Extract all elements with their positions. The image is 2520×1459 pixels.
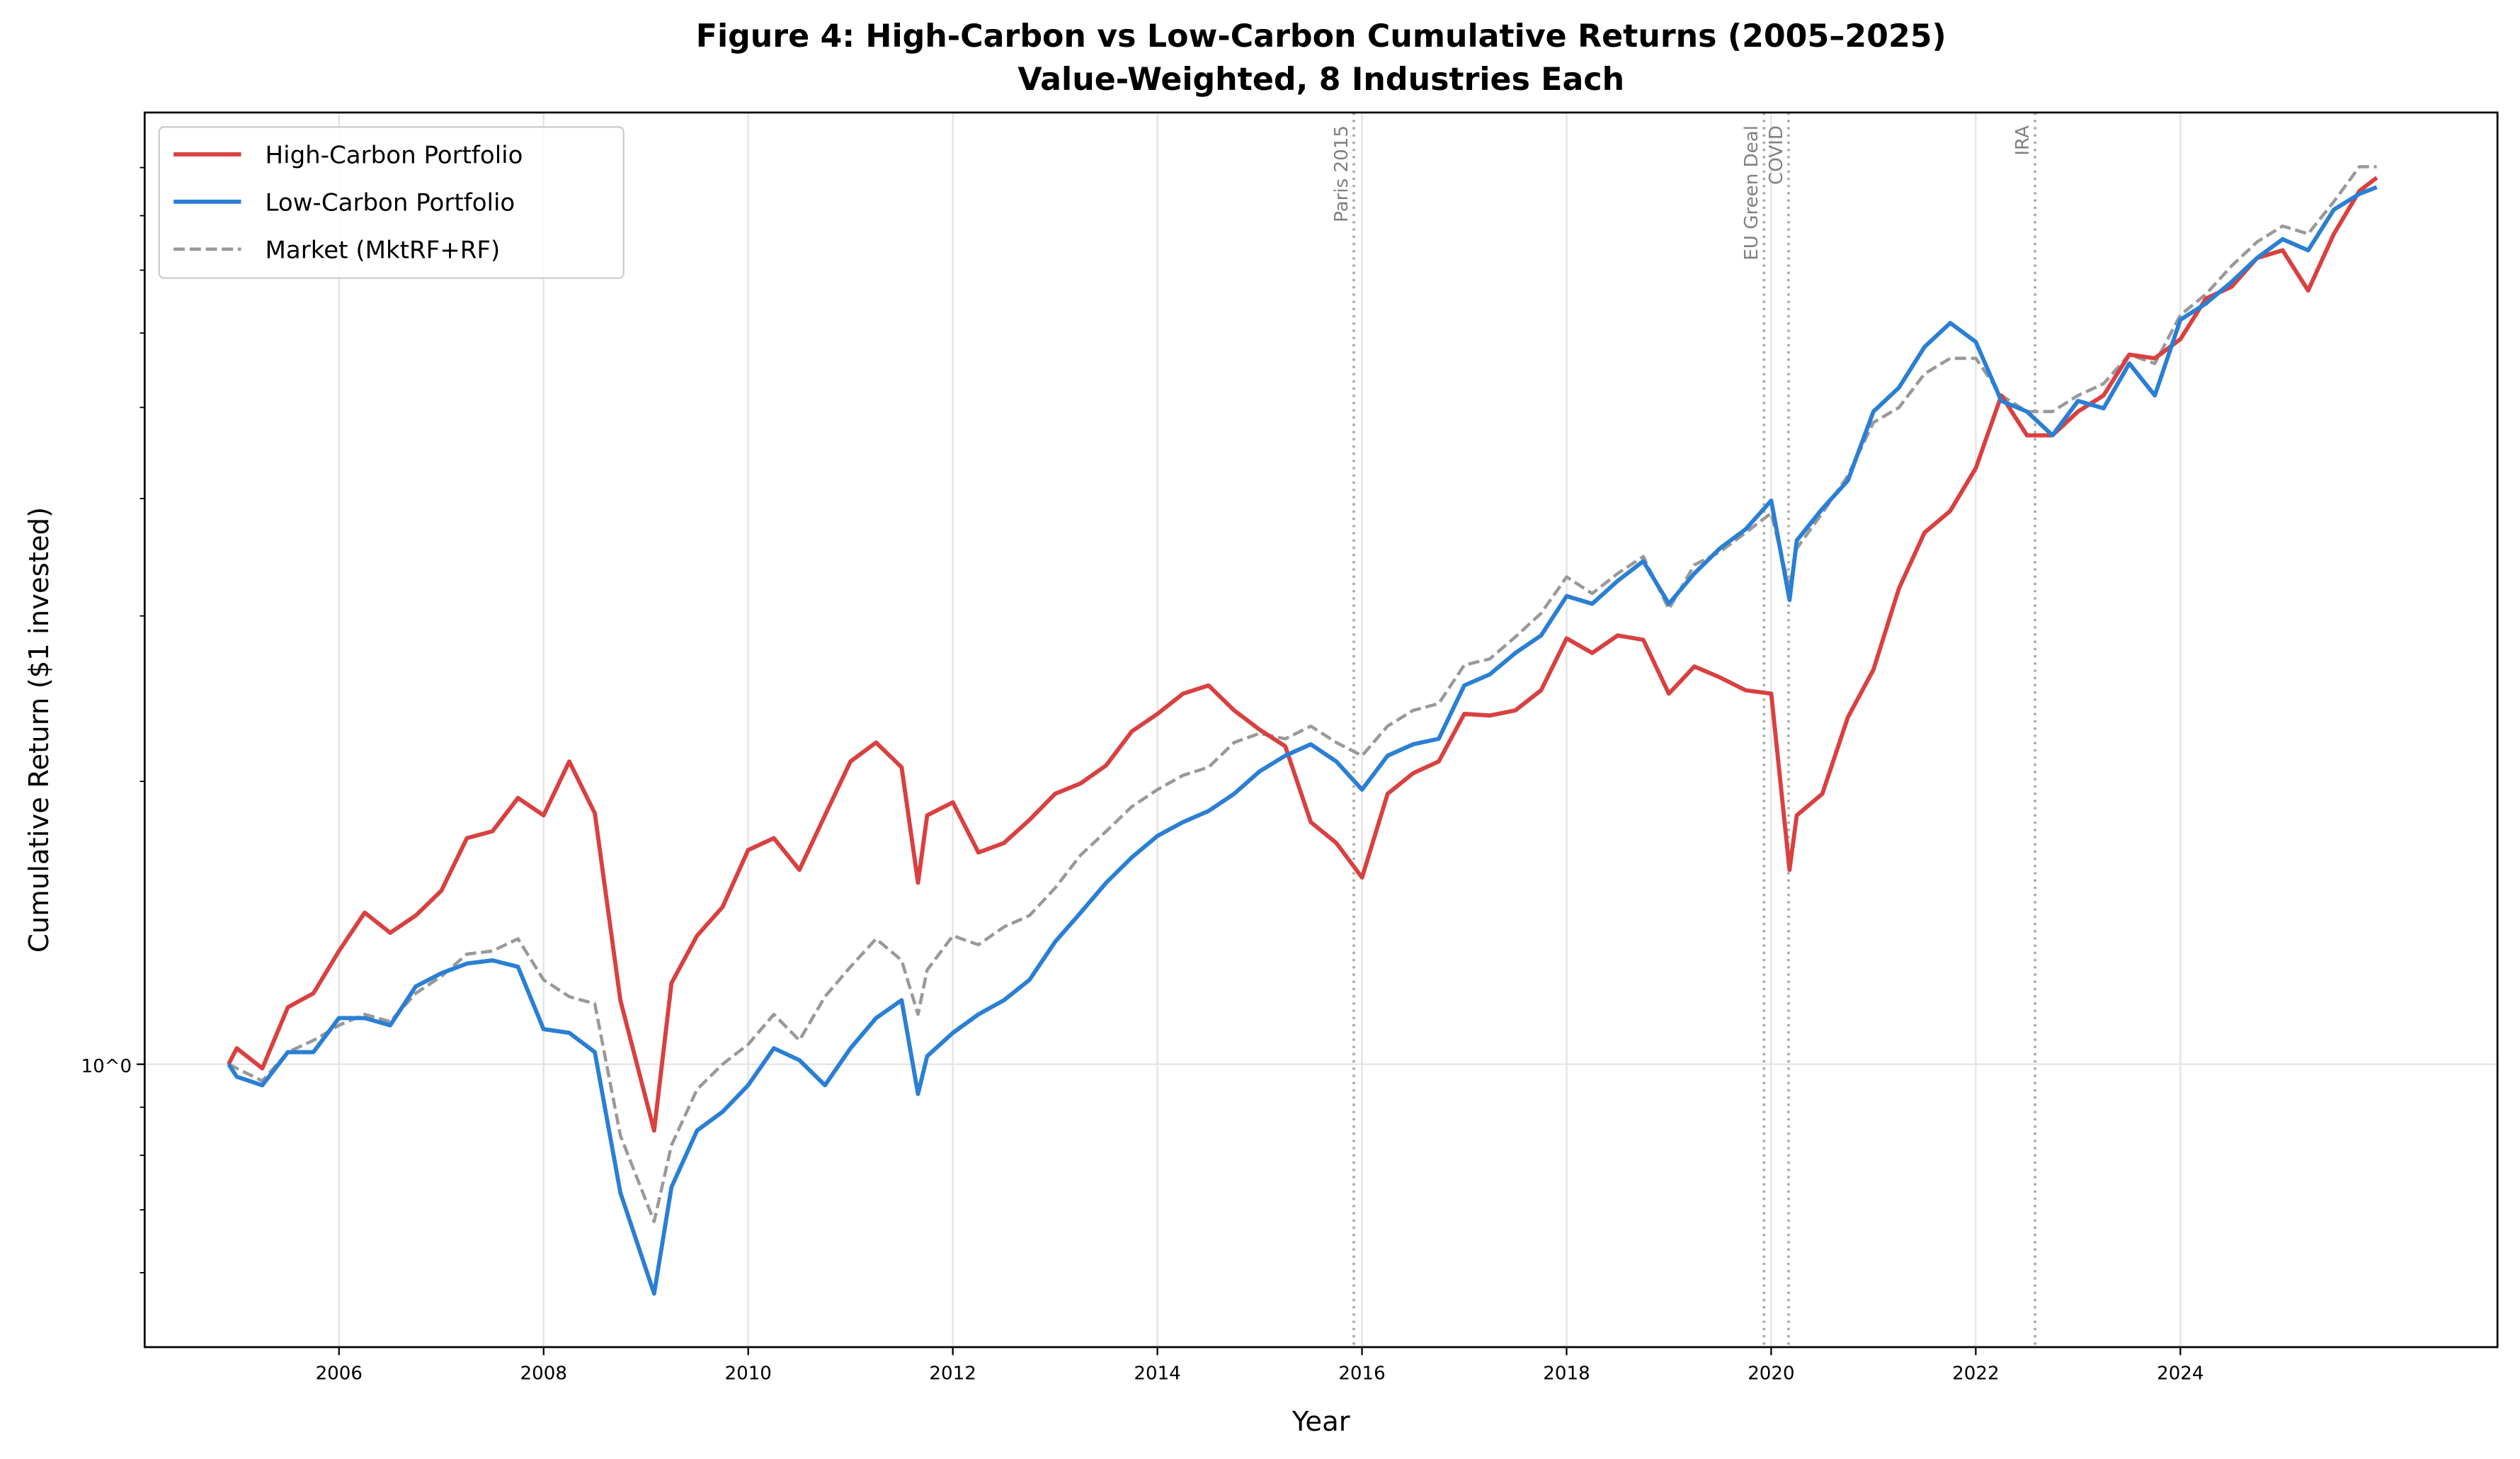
event-lines: Paris 2015 EU Green Deal COVID IRA [1331, 112, 2036, 1348]
axis-ticks: 2006 2008 2010 2012 2014 2016 2018 2020 2022 2024… [81, 166, 2204, 1384]
event-label: Paris 2015 [1331, 125, 1352, 222]
x-tick-label: 2012 [929, 1363, 976, 1384]
x-tick-label: 2008 [520, 1363, 567, 1384]
event-label: COVID [1766, 125, 1787, 185]
event-label: EU Green Deal [1741, 125, 1762, 261]
x-tick-label: 2018 [1543, 1363, 1590, 1384]
y-tick-label: 10^0 [81, 1056, 132, 1077]
legend-label: Market (MktRF+RF) [266, 236, 501, 264]
x-axis-label: Year [1292, 1406, 1350, 1438]
y-axis-label: Cumulative Return ($1 invested) [23, 507, 55, 953]
x-tick-label: 2006 [316, 1363, 363, 1384]
x-tick-label: 2010 [724, 1363, 771, 1384]
x-tick-label: 2020 [1748, 1363, 1794, 1384]
series-line-low-carbon-portfolio [227, 185, 2378, 1296]
series-line-high-carbon-portfolio [227, 176, 2378, 1133]
x-tick-label: 2014 [1134, 1363, 1180, 1384]
series-line-market-mktrf-rf [227, 165, 2377, 1224]
legend-label: High-Carbon Portfolio [266, 141, 523, 169]
series-lines [227, 165, 2378, 1296]
plot-frame [143, 111, 2499, 1349]
x-tick-label: 2016 [1338, 1363, 1385, 1384]
chart-title: Figure 4: High-Carbon vs Low-Carbon Cumu… [696, 18, 1946, 55]
legend-box [158, 126, 625, 279]
legend-label: Low-Carbon Portfolio [266, 188, 515, 217]
legend: High-Carbon Portfolio Low-Carbon Portfoli… [158, 126, 625, 279]
x-tick-label: 2022 [1952, 1363, 1999, 1384]
chart-subtitle: Value-Weighted, 8 Industries Each [1017, 62, 1624, 98]
x-tick-label: 2024 [2157, 1363, 2203, 1384]
event-label: IRA [2012, 125, 2034, 156]
grid [144, 112, 2498, 1348]
